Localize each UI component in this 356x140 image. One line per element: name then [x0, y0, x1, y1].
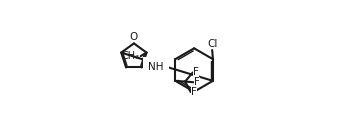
Text: F: F	[191, 87, 197, 97]
Text: CH₃: CH₃	[122, 51, 140, 61]
Text: Cl: Cl	[207, 39, 218, 49]
Text: F: F	[193, 67, 199, 77]
Text: O: O	[130, 32, 138, 42]
Text: F: F	[194, 77, 200, 87]
Text: NH: NH	[148, 62, 164, 72]
